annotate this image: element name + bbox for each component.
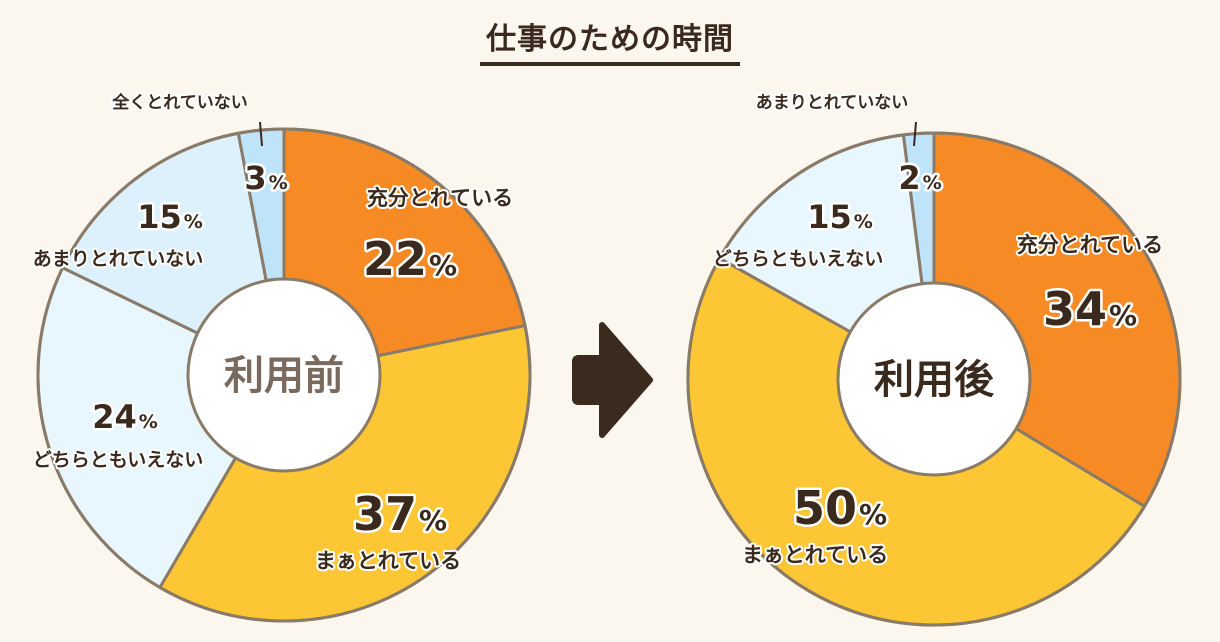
donut-chart-after: 利用後 34% 充分とれている 50% まぁとれている 15 % どちらともいえない 2 % あまり…: [686, 91, 1182, 627]
data-label-category: 充分とれている: [367, 186, 513, 210]
center-label: 利用前: [224, 353, 344, 399]
data-label-category: あまりとれていない: [33, 248, 203, 270]
data-label-category: 全くとれていない: [111, 92, 248, 113]
data-label-category: まぁとれている: [742, 543, 888, 567]
data-label-percent: 24%: [92, 398, 158, 436]
donut-hole: [836, 281, 1032, 477]
arrow-icon: [572, 322, 653, 438]
data-label-category: 充分とれている: [1017, 233, 1163, 257]
chart-title: 仕事のための時間: [486, 22, 734, 57]
data-label-percent: 15%: [807, 198, 873, 236]
center-label: 利用後: [874, 357, 995, 403]
donut-outline: [686, 131, 1182, 627]
data-label-percent: 15%: [137, 198, 203, 236]
data-label-category: あまりとれていない: [756, 93, 909, 113]
donut-outline: [36, 127, 532, 623]
title-underline: [480, 62, 740, 66]
data-label-percent: 2%: [898, 159, 941, 197]
data-label-percent: 34%: [1043, 282, 1137, 336]
data-label-category: まぁとれている: [315, 549, 461, 573]
donut-hole: [186, 277, 382, 473]
data-label-percent: 50%: [793, 481, 887, 535]
leader-line: [259, 121, 263, 147]
leader-line: [913, 121, 917, 147]
data-label-category: どちらともいえない: [713, 248, 884, 270]
data-label-percent: 37%: [353, 487, 447, 541]
data-label-percent: 3%: [244, 159, 287, 197]
data-label-percent: 22%: [363, 232, 457, 286]
data-label-category: どちらともいえない: [33, 449, 204, 471]
donut-chart-before: 利用前 22% 充分とれている 37% まぁとれている 24 % どちらともいえない 15 % あま…: [31, 90, 532, 623]
